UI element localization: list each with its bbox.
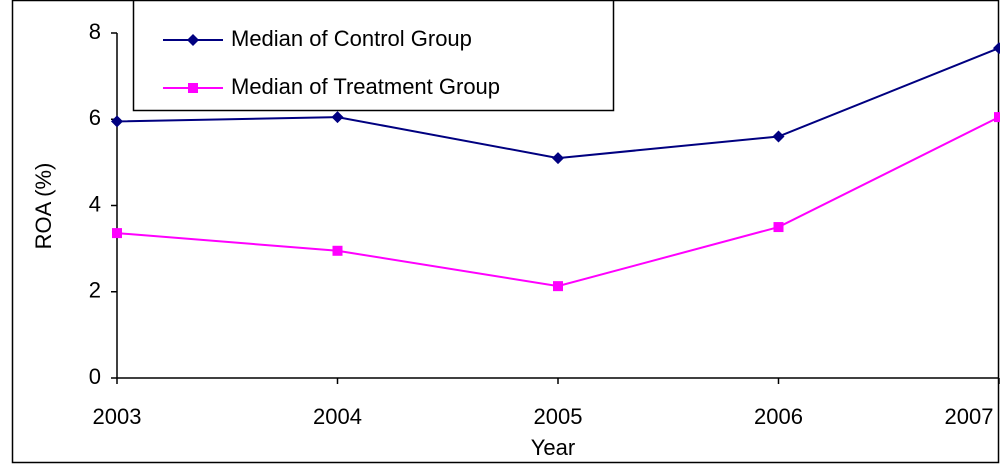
x-tick-label: 2004 (313, 404, 362, 429)
data-point (332, 245, 343, 256)
x-tick-label: 2006 (754, 404, 803, 429)
legend-box (132, 0, 615, 112)
data-point (553, 281, 563, 292)
y-tick-label: 8 (89, 19, 101, 44)
data-point (552, 152, 564, 165)
y-tick-label: 0 (89, 364, 101, 389)
data-point (994, 112, 1000, 123)
legend-marker (187, 34, 199, 46)
x-tick-label: 2007 (945, 404, 994, 429)
legend-marker (188, 83, 198, 93)
data-point (772, 130, 785, 143)
legend-label: Median of Control Group (231, 26, 472, 51)
y-tick-label: 6 (89, 105, 101, 130)
x-tick-label: 2003 (93, 404, 142, 429)
y-tick-label: 4 (89, 191, 101, 216)
x-tick-label: 2005 (534, 404, 583, 429)
data-point (111, 115, 123, 128)
data-point (993, 42, 1000, 55)
data-point (331, 111, 344, 124)
y-axis-label: ROA (%) (31, 163, 56, 250)
data-point (112, 228, 122, 239)
x-axis-label: Year (531, 435, 575, 460)
legend-label: Median of Treatment Group (231, 74, 500, 99)
data-point (773, 222, 784, 233)
y-tick-label: 2 (89, 278, 101, 303)
